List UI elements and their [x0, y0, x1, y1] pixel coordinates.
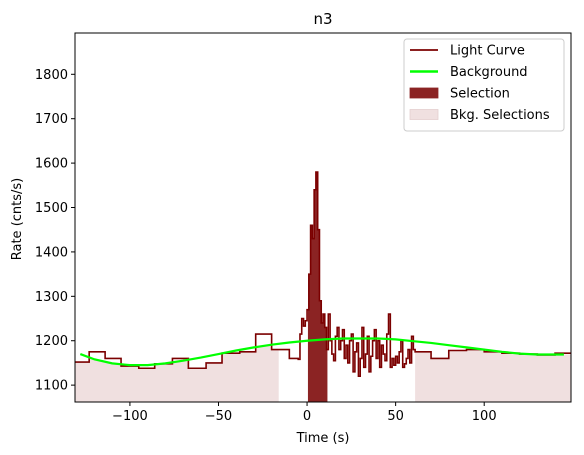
- x-axis-label: Time (s): [296, 431, 350, 446]
- y-axis-ticks: 1100 1200 1300 1400 1500 1600 1700 1800: [35, 68, 75, 394]
- y-tick-label: 1200: [35, 334, 68, 349]
- x-tick-label: 100: [472, 409, 497, 424]
- y-tick-label: 1400: [35, 245, 68, 260]
- y-tick-label: 1800: [35, 68, 68, 83]
- light-curve-line: [75, 171, 571, 378]
- y-axis-label: Rate (cnts/s): [10, 178, 25, 261]
- x-tick-label: −50: [205, 409, 232, 424]
- plot-area: [75, 171, 571, 402]
- legend: Light Curve Background Selection Bkg. Selec…: [403, 38, 565, 132]
- legend-swatch: [409, 109, 439, 120]
- bkg-selection-region-1: [415, 349, 571, 402]
- selection-layer: [307, 171, 328, 402]
- legend-label: Background: [450, 65, 528, 80]
- chart-title: n3: [313, 10, 332, 28]
- bkg-selection-layer: [75, 344, 571, 402]
- axes-frame: [74, 32, 572, 403]
- y-tick-label: 1600: [35, 157, 68, 172]
- background-curve: [79, 337, 564, 367]
- legend-label: Bkg. Selections: [450, 108, 550, 123]
- legend-box: [403, 38, 565, 132]
- background-layer: [79, 337, 564, 367]
- bkg-selection-region-0: [75, 344, 279, 402]
- light-curve-layer: [75, 171, 571, 378]
- legend-label: Selection: [450, 87, 510, 102]
- selection-region: [307, 171, 328, 402]
- x-axis-ticks: −100 −50 0 50 100: [112, 402, 497, 424]
- x-tick-label: −100: [112, 409, 148, 424]
- y-tick-label: 1100: [35, 379, 68, 394]
- x-tick-label: 50: [387, 409, 404, 424]
- y-tick-label: 1300: [35, 290, 68, 305]
- legend-swatch: [409, 87, 439, 99]
- legend-label: Light Curve: [450, 44, 525, 59]
- y-tick-label: 1700: [35, 112, 68, 127]
- y-tick-label: 1500: [35, 201, 68, 216]
- x-tick-label: 0: [303, 409, 311, 424]
